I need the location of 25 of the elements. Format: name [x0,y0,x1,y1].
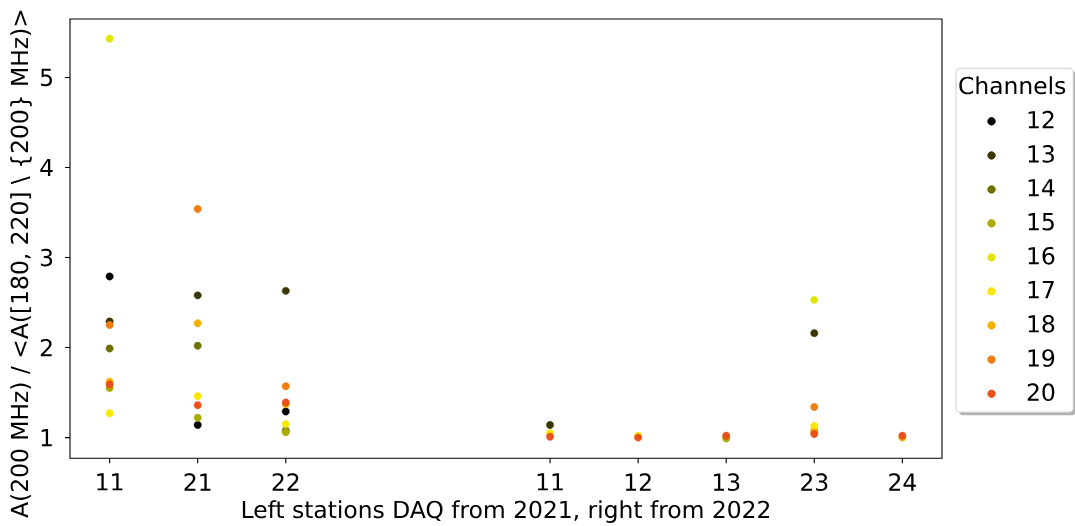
x-tick-label: 24 [889,473,916,491]
y-tick-label: 3 [40,248,53,267]
x-tick-label: 11 [97,473,123,491]
x-tick-label: 22 [272,473,299,491]
y-tick-label: 2 [40,338,52,357]
y-tick-label: 5 [40,68,52,87]
legend-label: 12 [1028,110,1054,129]
y-axis-title: A(200 MHz) / <A([180, 220] \ {200} MHz)> [10,10,32,518]
x-tick-label: 11 [537,473,563,491]
legend-label: 18 [1028,314,1055,333]
y-tick-label: 1 [41,429,52,447]
legend-label: 13 [1028,145,1054,163]
legend-title: Channels [959,76,1066,95]
x-axis-title: Left stations DAQ from 2021, right from 2022 [242,500,770,523]
y-tick-label: 4 [40,159,53,177]
x-tick-label: 23 [801,473,828,491]
x-tick-label: 13 [713,473,740,491]
legend-label: 19 [1028,349,1055,367]
legend-label: 17 [1028,281,1054,299]
legend-label: 15 [1028,213,1054,231]
x-tick-label: 21 [184,473,211,491]
legend-label: 14 [1028,179,1055,197]
legend-label: 20 [1027,383,1055,402]
x-tick-label: 12 [625,473,651,491]
legend-label: 16 [1028,246,1055,265]
